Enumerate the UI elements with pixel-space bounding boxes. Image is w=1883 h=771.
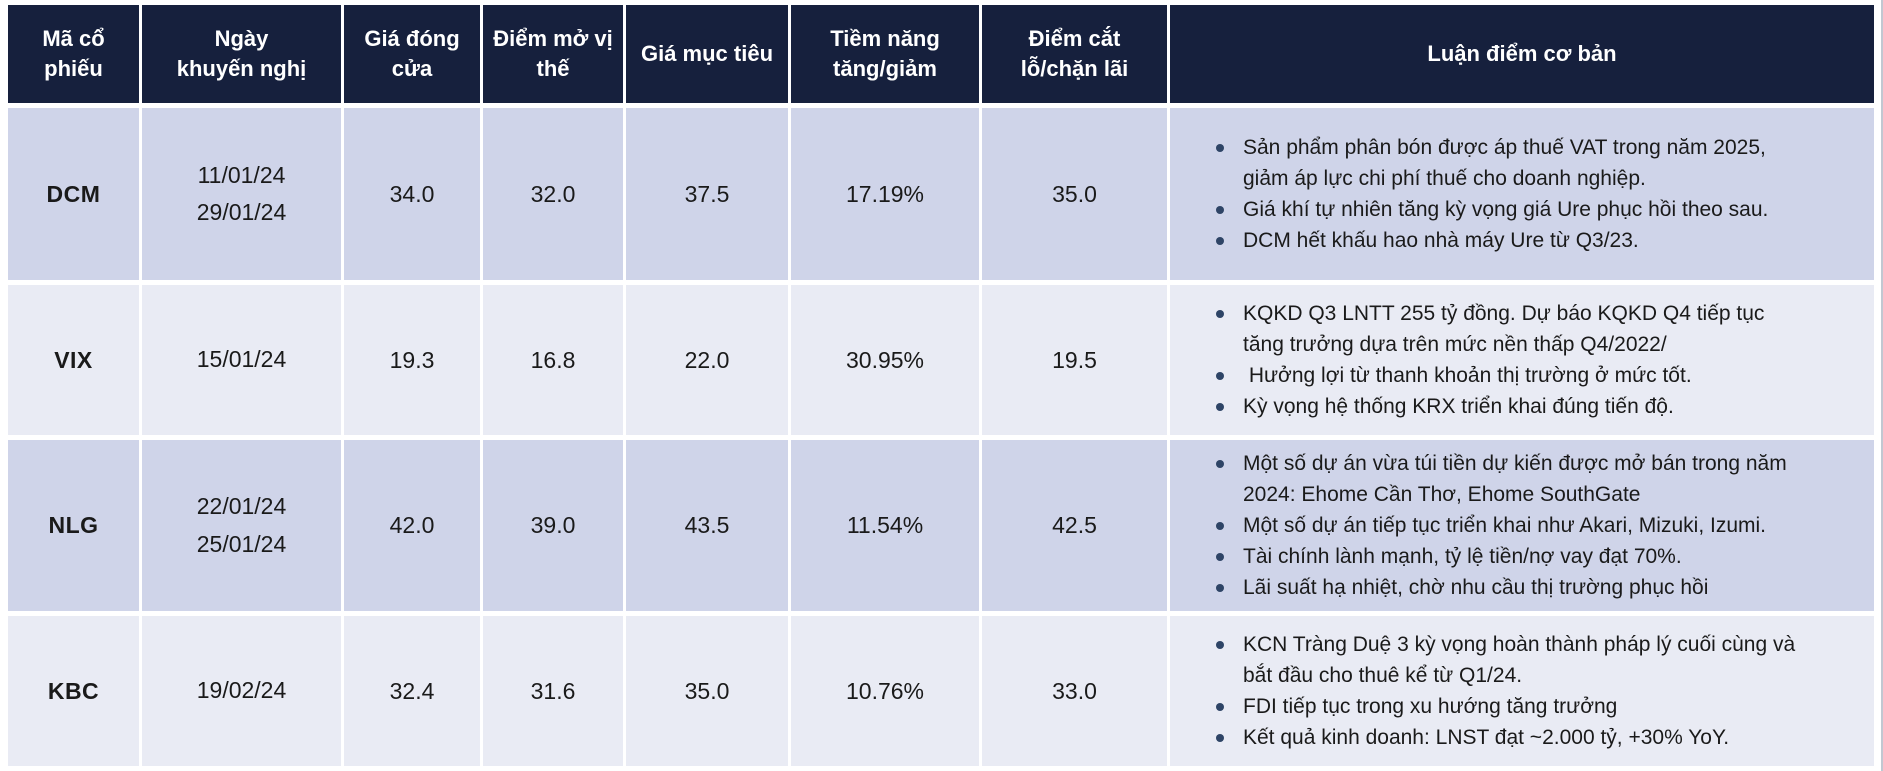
col-header-label: Điểm mở vị thế [493,26,613,81]
target-price-cell: 43.5 [626,440,788,611]
thesis-list: KQKD Q3 LNTT 255 tỷ đồng. Dự báo KQKD Q4… [1210,298,1804,422]
thesis-cell: KQKD Q3 LNTT 255 tỷ đồng. Dự báo KQKD Q4… [1170,285,1874,435]
col-header-close-price: Giá đóng cửa [344,5,480,103]
col-header-entry-point: Điểm mở vị thế [483,5,623,103]
date-line: 22/01/24 [196,493,287,520]
table-row-kbc: KBC 19/02/24 32.4 31.6 35.0 10.76% 33.0 … [8,616,1874,766]
header-row: Mã cổ phiếu Ngày khuyến nghị Giá đóng cử… [8,5,1874,103]
recommendation-date-cell: 19/02/24 [142,616,341,766]
potential-cell: 10.76% [791,616,979,766]
potential-cell: 17.19% [791,108,979,280]
col-header-upside-potential: Tiềm năng tăng/giảm [791,5,979,103]
col-header-label: Giá mục tiêu [640,41,774,67]
col-header-label: Tiềm năng tăng/giảm [830,26,940,81]
table-row-dcm: DCM 11/01/24 29/01/24 34.0 32.0 37.5 17.… [8,108,1874,280]
date-line: 25/01/24 [196,530,287,557]
date-line: 15/01/24 [196,346,287,373]
table-row-nlg: NLG 22/01/24 25/01/24 42.0 39.0 43.5 11.… [8,440,1874,611]
entry-point-cell: 39.0 [483,440,623,611]
table-row-vix: VIX 15/01/24 19.3 16.8 22.0 30.95% 19.5 … [8,285,1874,435]
thesis-bullet: Kỳ vọng hệ thống KRX triển khai đúng tiế… [1210,391,1804,422]
stop-loss-cell: 19.5 [982,285,1167,435]
entry-point-cell: 31.6 [483,616,623,766]
thesis-bullet: Một số dự án vừa túi tiền dự kiến được m… [1210,448,1804,510]
date-line: 19/02/24 [196,677,287,704]
entry-point-cell: 32.0 [483,108,623,280]
col-header-label: Giá đóng cửa [364,26,460,81]
thesis-bullet: Lãi suất hạ nhiệt, chờ nhu cầu thị trườn… [1210,572,1804,603]
col-header-label: Ngày khuyến nghị [176,26,307,81]
recommendation-date-cell: 15/01/24 [142,285,341,435]
stop-loss-cell: 33.0 [982,616,1167,766]
thesis-bullet: Tài chính lành mạnh, tỷ lệ tiền/nợ vay đ… [1210,541,1804,572]
date-line: 11/01/24 [197,161,286,188]
thesis-cell: KCN Tràng Duệ 3 kỳ vọng hoàn thành pháp … [1170,616,1874,766]
thesis-cell: Một số dự án vừa túi tiền dự kiến được m… [1170,440,1874,611]
recommendation-date-cell: 11/01/24 29/01/24 [142,108,341,280]
thesis-bullet: Giá khí tự nhiên tăng kỳ vọng giá Ure ph… [1210,194,1804,225]
thesis-list: Một số dự án vừa túi tiền dự kiến được m… [1210,448,1804,603]
ticker-cell: VIX [8,285,139,435]
col-header-label: Luận điểm cơ bản [1427,41,1617,67]
col-header-label: Mã cổ phiếu [42,26,105,81]
date-line: 29/01/24 [196,199,287,225]
recommendations-table: Mã cổ phiếu Ngày khuyến nghị Giá đóng cử… [5,0,1877,771]
thesis-bullet: DCM hết khấu hao nhà máy Ure từ Q3/23. [1210,225,1804,256]
potential-cell: 30.95% [791,285,979,435]
potential-cell: 11.54% [791,440,979,611]
recommendation-date-cell: 22/01/24 25/01/24 [142,440,341,611]
close-price-cell: 34.0 [344,108,480,280]
thesis-bullet: KCN Tràng Duệ 3 kỳ vọng hoàn thành pháp … [1210,629,1804,691]
entry-point-cell: 16.8 [483,285,623,435]
col-header-thesis: Luận điểm cơ bản [1170,5,1874,103]
thesis-bullet: Sản phẩm phân bón được áp thuế VAT trong… [1210,132,1804,194]
thesis-bullet: Kết quả kinh doanh: LNST đạt ~2.000 tỷ, … [1210,722,1804,753]
target-price-cell: 22.0 [626,285,788,435]
thesis-list: KCN Tràng Duệ 3 kỳ vọng hoàn thành pháp … [1210,629,1804,753]
col-header-stock-code: Mã cổ phiếu [8,5,139,103]
stop-loss-cell: 42.5 [982,440,1167,611]
thesis-bullet: FDI tiếp tục trong xu hướng tăng trưởng [1210,691,1804,722]
thesis-bullet: KQKD Q3 LNTT 255 tỷ đồng. Dự báo KQKD Q4… [1210,298,1804,360]
col-header-stop-loss: Điểm cắt lỗ/chặn lãi [982,5,1167,103]
col-header-target-price: Giá mục tiêu [626,5,788,103]
target-price-cell: 35.0 [626,616,788,766]
thesis-bullet: Một số dự án tiếp tục triển khai như Aka… [1210,510,1804,541]
col-header-recommendation-date: Ngày khuyến nghị [142,5,341,103]
ticker-cell: DCM [8,108,139,280]
thesis-list: Sản phẩm phân bón được áp thuế VAT trong… [1210,132,1804,256]
ticker-cell: NLG [8,440,139,611]
thesis-bullet: Hưởng lợi từ thanh khoản thị trường ở mứ… [1210,360,1804,391]
close-price-cell: 32.4 [344,616,480,766]
target-price-cell: 37.5 [626,108,788,280]
col-header-label: Điểm cắt lỗ/chặn lãi [1020,26,1129,81]
close-price-cell: 19.3 [344,285,480,435]
close-price-cell: 42.0 [344,440,480,611]
thesis-cell: Sản phẩm phân bón được áp thuế VAT trong… [1170,108,1874,280]
ticker-cell: KBC [8,616,139,766]
stop-loss-cell: 35.0 [982,108,1167,280]
